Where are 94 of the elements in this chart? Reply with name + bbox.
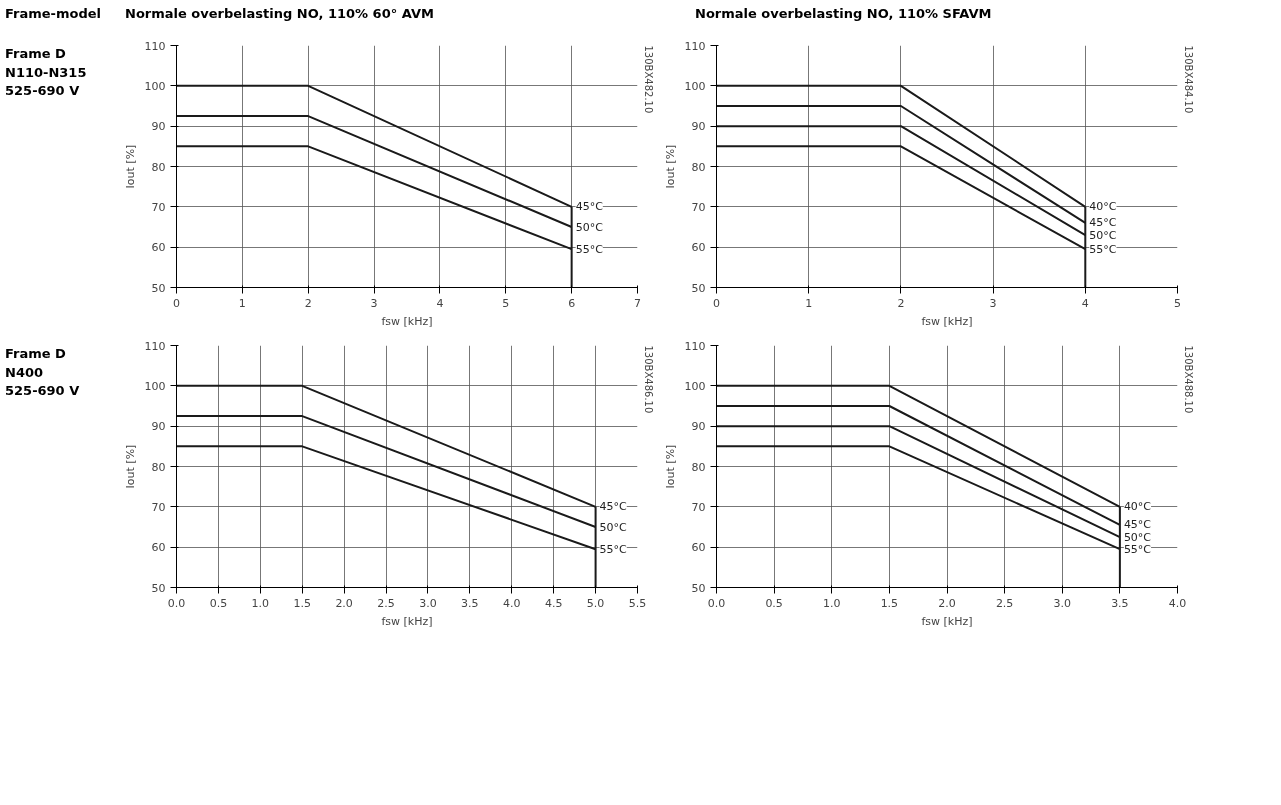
x-tick-label: 2	[897, 296, 905, 310]
x-tick-label: 1.0	[823, 596, 841, 610]
x-tick-label: 4	[1081, 296, 1089, 310]
x-tick-label: 3.5	[461, 596, 479, 610]
y-tick-label: 80	[151, 160, 166, 174]
y-tick-label: 60	[691, 241, 706, 255]
x-tick-label: 4.0	[1168, 596, 1187, 610]
y-axis-title: Iout [%]	[663, 444, 677, 489]
y-tick-label: 100	[144, 79, 166, 93]
series-label: 55°C	[1123, 542, 1152, 556]
x-tick-label: 7	[634, 296, 641, 310]
x-tick-label: 3.0	[419, 596, 437, 610]
y-tick-label: 60	[691, 541, 706, 555]
y-tick-label: 70	[151, 200, 166, 214]
x-axis-title: fsw [kHz]	[381, 314, 433, 328]
x-tick-label: 2.0	[938, 596, 956, 610]
x-tick-label: 0.5	[765, 596, 783, 610]
y-tick-label: 50	[691, 281, 706, 295]
y-tick-label: 100	[684, 379, 706, 393]
x-tick-label: 1	[238, 296, 246, 310]
y-axis-title: Iout [%]	[123, 144, 137, 189]
y-tick-label: 100	[684, 79, 706, 93]
x-axis-title: fsw [kHz]	[921, 314, 973, 328]
x-tick-label: 2.0	[335, 596, 353, 610]
series-label: 55°C	[575, 242, 604, 256]
x-tick-label: 0	[713, 296, 720, 310]
x-tick-label: 0.5	[209, 596, 228, 610]
y-tick-label: 50	[691, 581, 706, 595]
text: Frame-model	[5, 5, 102, 23]
series-label: 45°C	[1089, 216, 1117, 230]
x-tick-label: 0	[173, 296, 180, 310]
y-axis-title: Iout [%]	[663, 144, 677, 189]
x-tick-label: 3.5	[1111, 596, 1129, 610]
series-label: 45°C	[575, 200, 604, 214]
y-tick-label: 110	[684, 39, 706, 53]
y-tick-label: 90	[151, 120, 166, 134]
x-tick-label: 2	[304, 296, 312, 310]
series-label: 45°C	[599, 500, 628, 514]
text: 130BX482.10	[642, 45, 654, 114]
x-tick-label: 4.5	[544, 596, 563, 610]
series-label: 45°C	[1123, 518, 1152, 532]
text: 130BX486.10	[642, 345, 654, 414]
series-label: 50°C	[599, 520, 628, 534]
y-tick-label: 60	[151, 541, 166, 555]
series-label: 55°C	[599, 542, 628, 556]
x-tick-label: 2.5	[995, 596, 1014, 610]
chart-title: Normale overbelasting NO, 110% 60° AVM	[125, 5, 434, 23]
text: 130BX484.10	[1182, 45, 1194, 114]
x-tick-label: 0.0	[167, 596, 186, 610]
y-tick-label: 110	[144, 339, 166, 353]
y-axis-title: Iout [%]	[123, 444, 137, 489]
y-tick-label: 70	[691, 200, 706, 214]
y-tick-label: 90	[691, 420, 706, 434]
x-tick-label: 3	[989, 296, 997, 310]
y-tick-label: 70	[691, 500, 706, 514]
x-tick-label: 5	[1174, 296, 1181, 310]
x-tick-label: 3.0	[1053, 596, 1071, 610]
y-tick-label: 80	[691, 160, 706, 174]
x-tick-label: 4.0	[503, 596, 521, 610]
y-tick-label: 90	[691, 120, 706, 134]
series-label: 50°C	[575, 220, 604, 234]
series-label: 55°C	[1089, 242, 1117, 256]
x-tick-label: 5	[502, 296, 510, 310]
series-label: 50°C	[1123, 530, 1152, 544]
y-tick-label: 70	[151, 500, 166, 514]
x-tick-label: 5.0	[586, 596, 605, 610]
y-tick-label: 50	[151, 281, 166, 295]
x-tick-label: 3	[370, 296, 378, 310]
series-label: 40°C	[1089, 200, 1117, 214]
y-tick-label: 100	[144, 379, 166, 393]
y-tick-label: 80	[151, 460, 166, 474]
x-tick-label: 4	[436, 296, 444, 310]
x-tick-label: 5.5	[628, 596, 647, 610]
x-tick-label: 1.5	[293, 596, 311, 610]
x-tick-label: 0.0	[707, 596, 726, 610]
x-tick-label: 2.5	[377, 596, 395, 610]
y-tick-label: 110	[144, 39, 166, 53]
series-label: 40°C	[1123, 500, 1152, 514]
x-tick-label: 1	[805, 296, 813, 310]
text: Frame D N400 525-690 V	[5, 345, 80, 401]
series-label: 50°C	[1089, 228, 1117, 242]
x-axis-title: fsw [kHz]	[381, 614, 433, 628]
y-tick-label: 90	[151, 420, 166, 434]
y-tick-label: 60	[151, 241, 166, 255]
y-tick-label: 50	[151, 581, 166, 595]
x-tick-label: 1.0	[251, 596, 270, 610]
text: 130BX488.10	[1182, 345, 1194, 414]
y-tick-label: 80	[691, 460, 706, 474]
text: Frame D N110-N315 525-690 V	[5, 45, 87, 101]
y-tick-label: 110	[684, 339, 706, 353]
x-axis-title: fsw [kHz]	[921, 614, 973, 628]
x-tick-label: 1.5	[880, 596, 899, 610]
x-tick-label: 6	[568, 296, 576, 310]
chart-title: Normale overbelasting NO, 110% SFAVM	[695, 5, 992, 23]
